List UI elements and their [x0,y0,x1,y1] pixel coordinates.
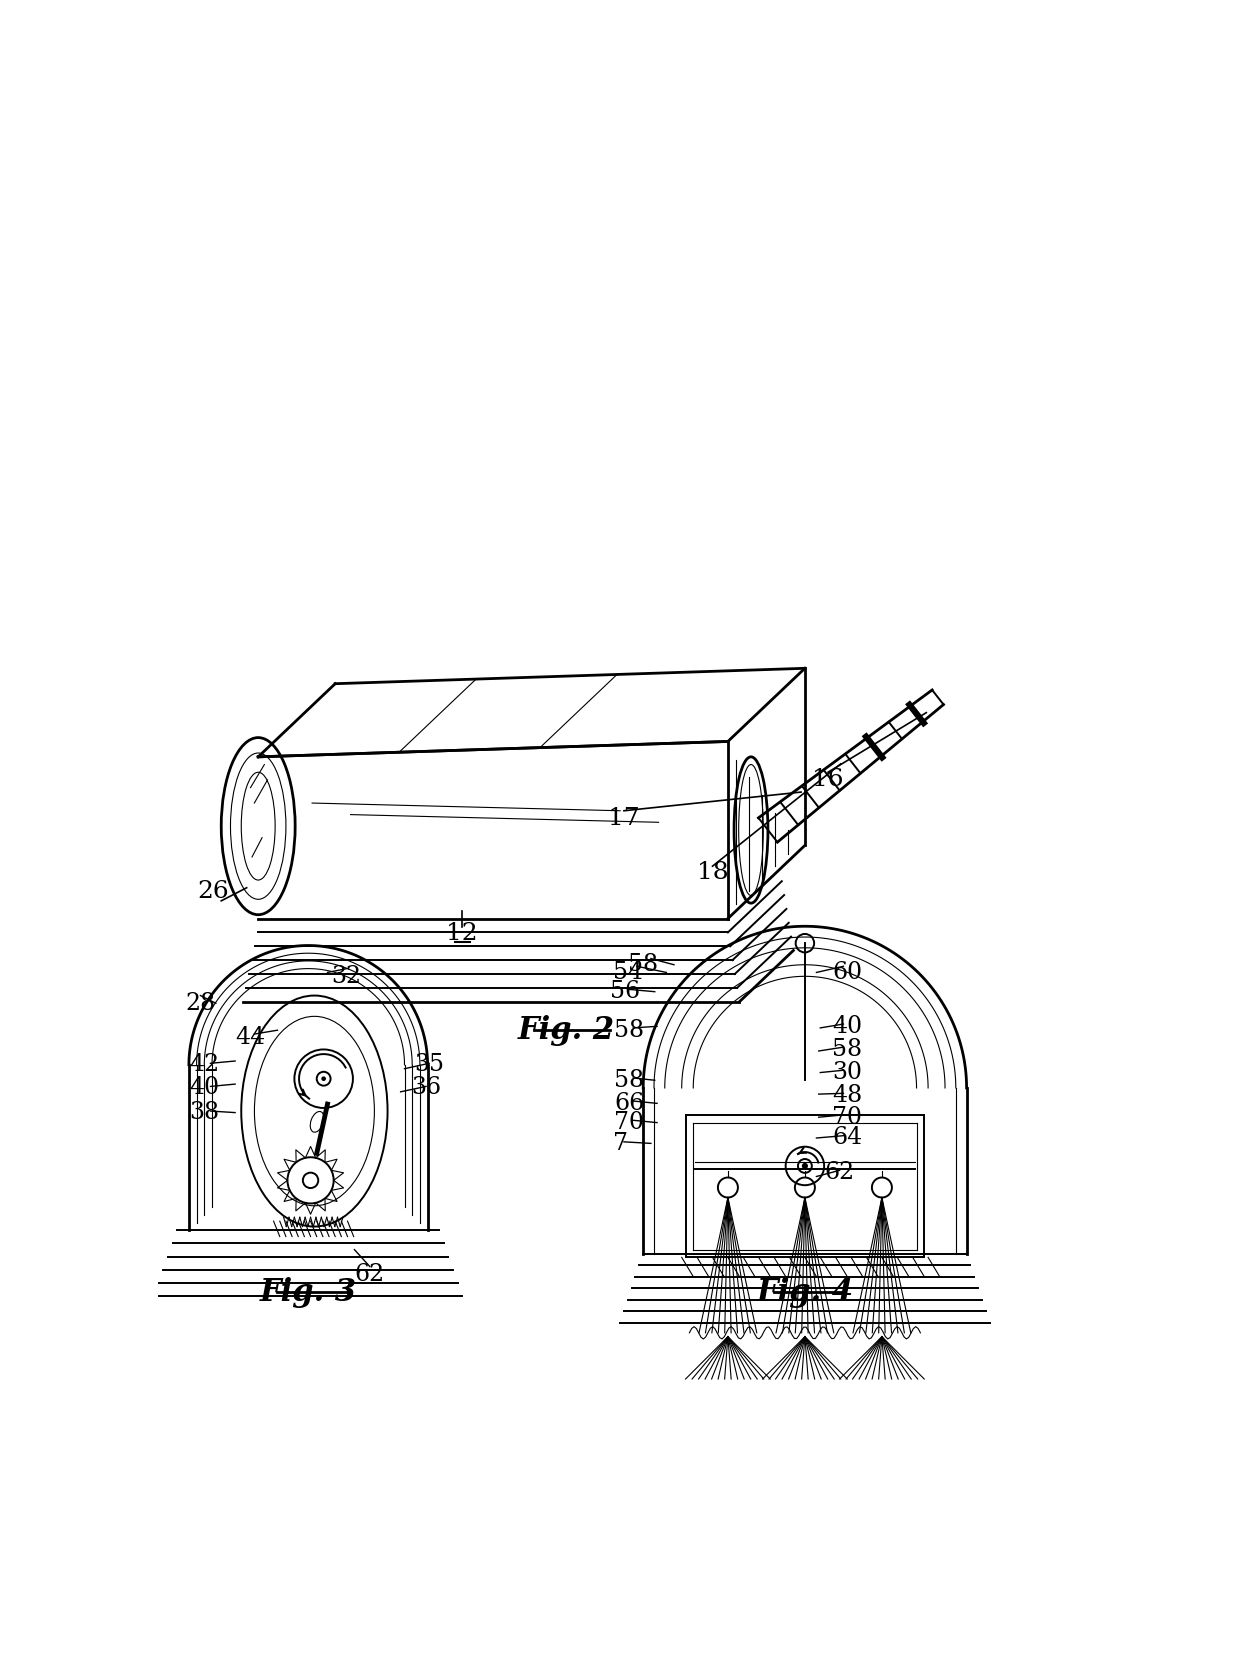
Text: 32: 32 [331,965,362,988]
Text: 48: 48 [832,1084,862,1107]
Text: Fig. 4: Fig. 4 [756,1276,853,1307]
Text: 66: 66 [614,1092,645,1115]
Text: 70: 70 [614,1111,645,1134]
Text: 7: 7 [613,1132,627,1155]
Circle shape [321,1076,326,1081]
Text: 35: 35 [414,1053,444,1076]
Text: 26: 26 [197,880,229,904]
Text: 38: 38 [190,1101,219,1124]
Text: 64: 64 [832,1127,862,1150]
Text: 56: 56 [610,980,641,1003]
Text: 17: 17 [608,808,640,829]
Text: 62: 62 [355,1263,384,1286]
Text: 16: 16 [812,768,843,791]
Circle shape [802,1163,808,1168]
Text: 70: 70 [832,1106,862,1129]
Text: 54: 54 [613,962,642,985]
Text: Fig. 3: Fig. 3 [259,1276,357,1307]
Text: 18: 18 [697,861,728,884]
Text: 58: 58 [614,1069,645,1092]
Text: 58: 58 [614,1019,645,1041]
Text: 40: 40 [832,1015,862,1038]
Text: 42: 42 [190,1053,219,1076]
Text: 36: 36 [410,1076,441,1099]
Text: 40: 40 [190,1076,219,1099]
Text: 58: 58 [832,1038,862,1061]
Text: 30: 30 [832,1061,862,1084]
Text: 60: 60 [832,962,862,985]
Text: Fig. 2: Fig. 2 [517,1015,615,1046]
Text: 28: 28 [185,991,216,1015]
Text: 44: 44 [236,1026,265,1049]
Text: 12: 12 [446,922,479,945]
Text: 62: 62 [825,1162,854,1183]
Text: 58: 58 [629,953,658,976]
